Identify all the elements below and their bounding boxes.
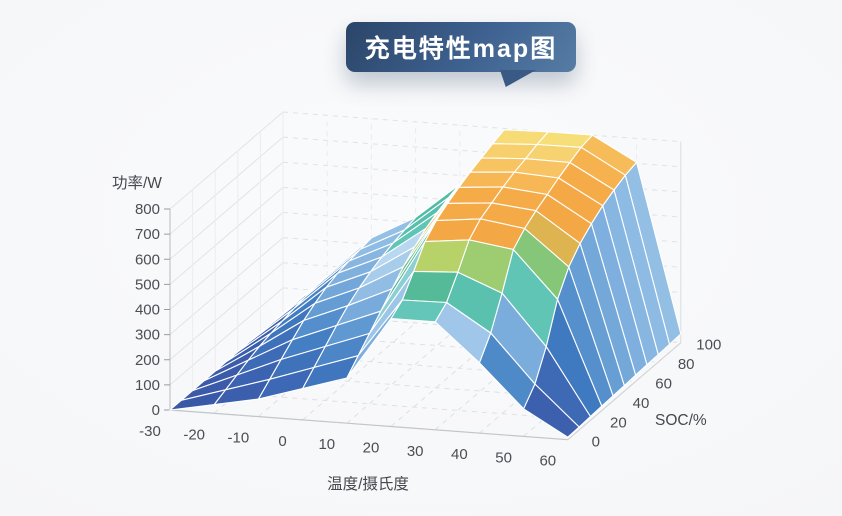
y-tick-label: 60 — [655, 376, 672, 393]
back-wall-grid-line — [282, 111, 681, 143]
y-axis-line — [567, 342, 682, 441]
x-tick-label: -20 — [183, 426, 205, 443]
x-axis-title: 温度/摄氏度 — [327, 476, 409, 493]
y-axis-title: SOC/% — [655, 412, 707, 429]
left-wall-grid-line — [169, 287, 284, 386]
x-tick-label: 10 — [318, 436, 335, 453]
left-wall-grid-line — [169, 111, 284, 210]
left-wall-grid-line — [169, 237, 284, 336]
left-wall-grid-line — [169, 186, 284, 285]
z-tick-label: 300 — [135, 327, 160, 344]
chart-title: 充电特性map图 — [364, 35, 558, 63]
left-wall-grid-line — [169, 136, 284, 235]
z-tick-label: 800 — [135, 201, 160, 218]
x-tick-label: 60 — [539, 453, 556, 470]
x-axis-line — [169, 409, 568, 441]
x-tick-label: 0 — [278, 433, 286, 450]
x-tick-label: 30 — [407, 443, 424, 460]
floor-grid-line-temp — [346, 325, 461, 424]
floor-grid-line-temp — [302, 322, 416, 421]
z-tick-label: 0 — [152, 402, 160, 419]
y-tick-label: 100 — [696, 337, 721, 354]
z-tick-label: 400 — [135, 302, 160, 319]
x-tick-label: -30 — [139, 423, 161, 440]
y-tick-label: 40 — [633, 395, 650, 412]
x-tick-label: 50 — [495, 449, 512, 466]
z-tick-label: 700 — [135, 226, 160, 243]
z-tick-label: 100 — [135, 377, 160, 394]
z-tick-label: 600 — [135, 251, 160, 268]
y-tick-label: 20 — [610, 414, 627, 431]
x-tick-label: -10 — [228, 430, 250, 447]
left-wall-grid-line — [169, 262, 284, 361]
z-tick-label: 500 — [135, 276, 160, 293]
x-tick-label: 40 — [451, 446, 468, 463]
floor-grid-line-soc — [192, 390, 591, 421]
chart-title-bubble: 充电特性map图 — [346, 22, 576, 72]
left-wall-grid-line — [169, 212, 284, 310]
surface-cell — [169, 389, 227, 411]
z-tick-label: 200 — [135, 352, 160, 369]
y-tick-label: 80 — [678, 356, 695, 373]
left-wall-grid-line — [169, 161, 284, 260]
x-tick-label: 20 — [363, 440, 380, 457]
z-axis-title: 功率/W — [112, 175, 162, 192]
y-tick-label: 0 — [592, 434, 600, 451]
